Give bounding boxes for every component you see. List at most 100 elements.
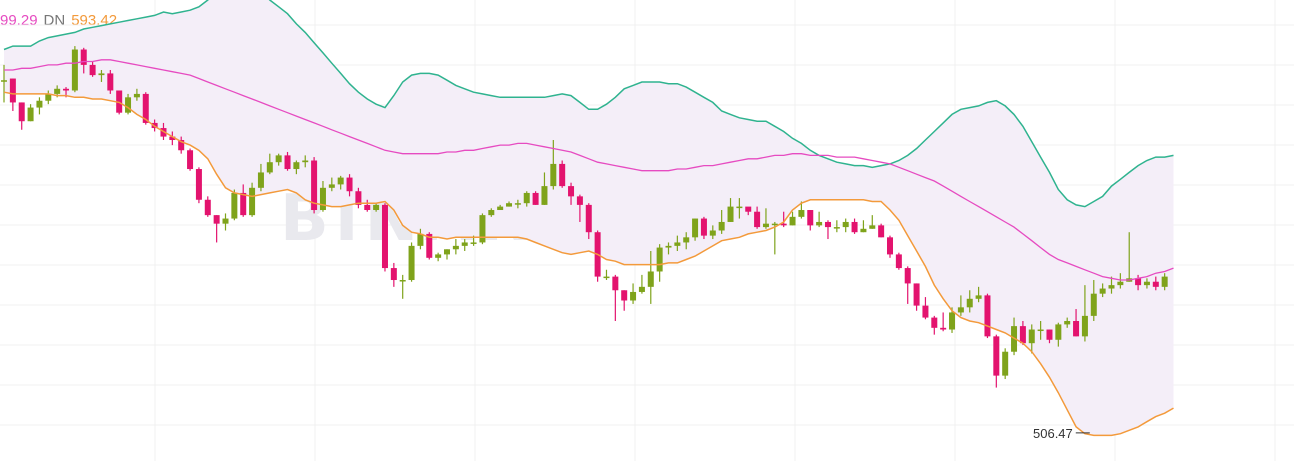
candle-body (966, 298, 973, 308)
candle-body (1143, 281, 1150, 286)
candle-body (709, 230, 716, 236)
candle (585, 203, 592, 240)
candle-body (824, 221, 831, 228)
candle (904, 266, 911, 304)
candle (816, 211, 823, 228)
candle-body (399, 280, 406, 282)
candle-body (479, 215, 486, 243)
candle (789, 211, 796, 226)
candle-body (133, 93, 140, 98)
candle-body (807, 210, 814, 226)
candle-body (1055, 324, 1062, 340)
candle (240, 184, 247, 217)
candle (922, 297, 929, 320)
candle-body (1108, 285, 1115, 289)
candle (1081, 285, 1088, 342)
candle (1064, 317, 1071, 328)
candle (488, 208, 495, 217)
candle-body (700, 218, 707, 236)
candle-body (328, 184, 335, 188)
candle (762, 208, 769, 229)
candle-body (373, 204, 380, 211)
candle-body (949, 312, 956, 330)
candle (461, 239, 468, 251)
candle-body (302, 160, 309, 163)
candle-body (1064, 320, 1071, 325)
lower-band-line (3, 91, 1174, 437)
candle-body (860, 228, 867, 233)
candle-body (789, 216, 796, 226)
candle-body (1117, 281, 1124, 286)
candle-body (656, 247, 663, 272)
candle-body (576, 196, 583, 205)
candle-body (63, 88, 70, 91)
candle-body (444, 249, 450, 255)
candle-body (107, 73, 114, 91)
candle-body (36, 100, 43, 108)
candle (204, 196, 211, 217)
candle-body (390, 268, 397, 281)
candle-body (683, 237, 690, 243)
candle-body (337, 177, 344, 185)
candle-body (878, 225, 885, 238)
candle-body (355, 191, 362, 205)
candle (603, 269, 610, 281)
candle (869, 215, 876, 229)
candle (514, 199, 521, 209)
candle-body (1099, 288, 1106, 294)
candle (399, 274, 406, 299)
candle-body (169, 136, 176, 141)
candle (1108, 276, 1115, 294)
candle-body (1, 80, 7, 82)
candle-body (895, 254, 902, 269)
candle-body (1028, 329, 1035, 344)
candle (364, 199, 371, 212)
candle (887, 235, 893, 258)
middle-band-line (4, 59, 1174, 281)
candle (479, 213, 486, 245)
candle-body (98, 73, 105, 76)
candle-body (851, 221, 858, 233)
candle-body (630, 291, 637, 301)
candle-body (142, 93, 149, 123)
candle-body (514, 203, 521, 205)
candle-body (461, 242, 468, 246)
candle-body (922, 305, 929, 318)
candle-body (647, 271, 654, 287)
candle (1, 64, 7, 103)
candle (683, 232, 690, 250)
candle (408, 242, 415, 282)
candle (257, 163, 264, 192)
candle (275, 153, 282, 166)
candle (133, 88, 140, 101)
candle-body (1073, 320, 1080, 337)
candle-body (293, 162, 300, 170)
candle (80, 47, 87, 74)
candle (417, 228, 424, 250)
candle-body (116, 90, 123, 113)
candle-body (213, 215, 220, 224)
candle-body (45, 93, 52, 101)
candle-body (497, 206, 504, 211)
candle (36, 97, 43, 115)
candle (1161, 273, 1168, 291)
candle (576, 194, 583, 222)
candle-body (364, 204, 371, 211)
candle (319, 180, 326, 212)
candle-body (89, 64, 96, 76)
candle (665, 242, 672, 255)
candle (355, 187, 362, 209)
candle-body (178, 140, 185, 151)
candle-body (506, 203, 513, 207)
candle-body (975, 295, 982, 299)
candle-body (249, 187, 256, 216)
candle (1055, 322, 1062, 347)
candle-body (1002, 351, 1009, 376)
candle (1143, 278, 1150, 289)
candle-body (80, 49, 87, 65)
candle (878, 223, 885, 238)
candle-body (762, 223, 769, 228)
candle-body (559, 163, 566, 187)
candle-body (319, 187, 326, 211)
